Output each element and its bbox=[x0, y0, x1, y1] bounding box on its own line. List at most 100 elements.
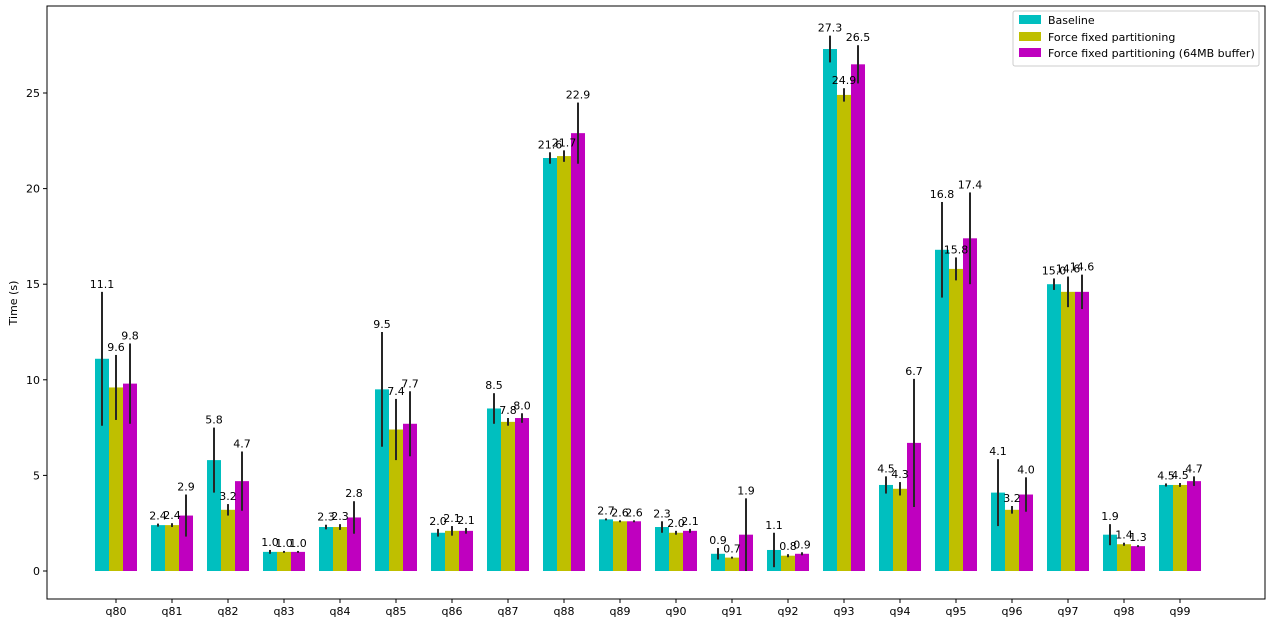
bar bbox=[781, 555, 795, 571]
bar bbox=[123, 383, 137, 571]
x-tick-label: q85 bbox=[386, 605, 407, 618]
bar bbox=[109, 387, 123, 571]
data-label: 4.5 bbox=[877, 462, 895, 475]
y-tick-label: 25 bbox=[26, 87, 40, 100]
data-label: 2.3 bbox=[653, 507, 671, 520]
bar bbox=[711, 553, 725, 571]
bar bbox=[263, 551, 277, 571]
bar bbox=[515, 418, 529, 571]
data-label: 2.4 bbox=[163, 509, 181, 522]
bar bbox=[627, 521, 641, 571]
bar bbox=[207, 460, 221, 571]
bar bbox=[655, 527, 669, 571]
bar bbox=[725, 557, 739, 571]
x-tick-label: q93 bbox=[834, 605, 855, 618]
data-label: 7.4 bbox=[387, 385, 405, 398]
bar bbox=[235, 481, 249, 571]
bar bbox=[571, 133, 585, 572]
x-tick-label: q97 bbox=[1058, 605, 1079, 618]
data-label: 5.8 bbox=[205, 414, 223, 427]
x-tick-label: q95 bbox=[946, 605, 967, 618]
legend-swatch-force-fixed-64mb bbox=[1019, 48, 1041, 57]
data-label: 21.6 bbox=[538, 138, 563, 151]
bar bbox=[487, 408, 501, 571]
x-tick-label: q86 bbox=[442, 605, 463, 618]
x-tick-label: q84 bbox=[330, 605, 351, 618]
bar bbox=[95, 358, 109, 571]
data-label: 24.9 bbox=[832, 74, 857, 87]
bar bbox=[403, 423, 417, 571]
x-tick-label: q89 bbox=[610, 605, 631, 618]
data-label: 15.0 bbox=[1042, 264, 1067, 277]
x-tick-label: q92 bbox=[778, 605, 799, 618]
data-label: 17.4 bbox=[958, 178, 983, 191]
data-label: 3.2 bbox=[1003, 492, 1021, 505]
y-tick-label: 10 bbox=[26, 374, 40, 387]
x-tick-label: q87 bbox=[498, 605, 519, 618]
legend-swatch-baseline bbox=[1019, 15, 1041, 24]
data-label: 16.8 bbox=[930, 188, 955, 201]
legend: Baseline Force fixed partitioning Force … bbox=[1012, 10, 1260, 67]
y-tick-label: 15 bbox=[26, 278, 40, 291]
y-tick-label: 20 bbox=[26, 183, 40, 196]
data-label: 2.8 bbox=[345, 487, 363, 500]
data-label: 7.8 bbox=[499, 404, 517, 417]
data-label: 6.7 bbox=[905, 365, 923, 378]
data-label: 4.1 bbox=[989, 445, 1007, 458]
data-label: 2.1 bbox=[457, 514, 475, 527]
data-label: 8.5 bbox=[485, 379, 503, 392]
data-label: 14.6 bbox=[1056, 263, 1081, 276]
y-tick-label: 0 bbox=[33, 565, 40, 578]
bar bbox=[1187, 481, 1201, 571]
data-label: 9.8 bbox=[121, 329, 139, 342]
bar bbox=[543, 158, 557, 571]
bar bbox=[319, 527, 333, 571]
bar-series-group bbox=[95, 49, 1201, 572]
bar bbox=[1047, 284, 1061, 571]
legend-label-force-fixed-64mb: Force fixed partitioning (64MB buffer) bbox=[1048, 47, 1255, 60]
bar bbox=[683, 530, 697, 571]
data-label: 1.0 bbox=[261, 536, 279, 549]
data-label: 0.9 bbox=[709, 534, 727, 547]
data-label: 0.9 bbox=[793, 538, 811, 551]
bar bbox=[557, 156, 571, 571]
data-label: 7.7 bbox=[401, 377, 419, 390]
data-label: 11.1 bbox=[90, 278, 115, 291]
x-tick-label: q90 bbox=[666, 605, 687, 618]
x-tick-label: q96 bbox=[1002, 605, 1023, 618]
data-label: 2.1 bbox=[443, 512, 461, 525]
bar bbox=[1173, 484, 1187, 571]
bar bbox=[823, 49, 837, 572]
bar bbox=[949, 268, 963, 571]
bar bbox=[347, 517, 361, 571]
y-axis-title: Time (s) bbox=[7, 281, 20, 327]
error-bars-group bbox=[101, 35, 1195, 571]
x-axis: q80 q81 q82 q83 q84 q85 q86 q87 q88 q89 q90 q91 q92 q… bbox=[106, 599, 1190, 618]
bar bbox=[795, 553, 809, 571]
data-label: 1.9 bbox=[737, 484, 755, 497]
data-label: 8.0 bbox=[513, 399, 531, 412]
bar bbox=[1159, 484, 1173, 571]
legend-label-force-fixed: Force fixed partitioning bbox=[1048, 31, 1175, 44]
data-label: 4.7 bbox=[233, 438, 251, 451]
data-label: 9.5 bbox=[373, 318, 391, 331]
data-label: 4.3 bbox=[891, 468, 909, 481]
x-tick-label: q80 bbox=[106, 605, 127, 618]
data-label: 2.6 bbox=[625, 506, 643, 519]
bar bbox=[291, 551, 305, 571]
bar bbox=[935, 249, 949, 571]
bar bbox=[333, 527, 347, 571]
legend-label-baseline: Baseline bbox=[1048, 14, 1095, 27]
bar bbox=[277, 551, 291, 571]
bar bbox=[459, 530, 473, 571]
data-label: 4.0 bbox=[1017, 463, 1035, 476]
legend-box bbox=[1012, 10, 1260, 67]
data-label: 1.0 bbox=[275, 537, 293, 550]
data-label: 14.6 bbox=[1070, 261, 1095, 274]
data-label: 2.0 bbox=[429, 515, 447, 528]
bar bbox=[991, 492, 1005, 571]
bar bbox=[165, 525, 179, 571]
bar bbox=[1019, 494, 1033, 571]
bar bbox=[599, 519, 613, 571]
data-label: 2.1 bbox=[681, 515, 699, 528]
